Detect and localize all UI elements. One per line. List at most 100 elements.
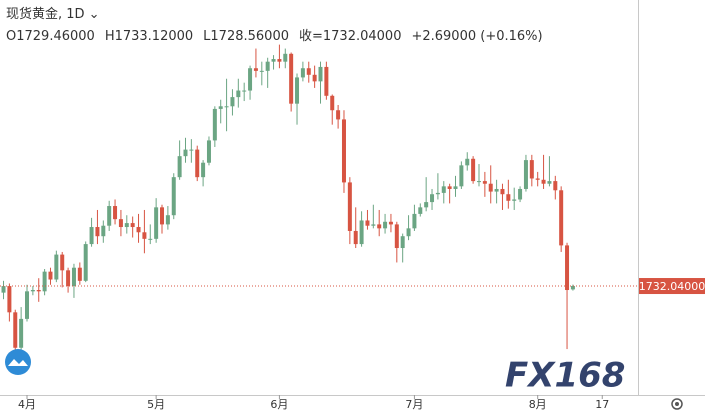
- candle-body: [101, 225, 106, 237]
- x-tick-label: 8月: [529, 398, 547, 411]
- candle-body: [465, 158, 470, 166]
- candle-body: [406, 228, 411, 237]
- candle-body: [236, 90, 241, 98]
- legend-value: O1729.46000: [6, 29, 95, 44]
- candle-body: [347, 182, 352, 231]
- x-tick-label: 4月: [18, 398, 36, 411]
- candle-body: [183, 149, 188, 157]
- candle-body: [271, 59, 276, 62]
- x-tick-label: 7月: [405, 398, 423, 411]
- settings-icon[interactable]: [671, 398, 683, 410]
- candle-body: [265, 61, 270, 71]
- candle-body: [230, 97, 235, 107]
- candle-body: [136, 227, 141, 233]
- candle-body: [529, 160, 534, 179]
- candle-body: [60, 254, 65, 271]
- candle-body: [130, 223, 135, 228]
- candle-body: [77, 267, 82, 281]
- candle-body: [48, 271, 53, 280]
- candle-body: [66, 270, 71, 287]
- candle-body: [353, 230, 358, 245]
- candle-body: [25, 291, 29, 319]
- candle-body: [336, 110, 341, 120]
- candle-body: [277, 59, 282, 62]
- candle-body: [447, 186, 452, 189]
- candle-body: [154, 207, 159, 239]
- legend-value: L1728.56000: [203, 29, 289, 44]
- candle-body: [95, 227, 100, 237]
- candle-body: [512, 199, 517, 201]
- candle-body: [171, 177, 176, 216]
- candle-body: [559, 190, 564, 246]
- candle-body: [471, 158, 476, 182]
- candle-body: [518, 188, 523, 200]
- candle-body: [42, 271, 47, 292]
- candle-body: [500, 188, 505, 195]
- candle-body: [306, 68, 311, 75]
- x-tick-label: 5月: [147, 398, 165, 411]
- candle-body: [488, 183, 493, 192]
- candle-body: [253, 68, 258, 71]
- candle-body: [341, 119, 346, 183]
- candle-body: [113, 206, 118, 220]
- last-price-label: 1732.04000: [639, 280, 705, 293]
- candle-body: [195, 149, 200, 178]
- symbol-title[interactable]: 现货黄金, 1D ⌄: [6, 7, 100, 22]
- candle-body: [201, 162, 206, 178]
- candle-body: [318, 66, 323, 82]
- title: 现货黄金, 1D: [6, 7, 85, 22]
- candle-body: [148, 238, 153, 240]
- candle-body: [377, 224, 382, 229]
- candle-body: [107, 206, 112, 226]
- candle-body: [206, 140, 211, 163]
- candle-body: [476, 181, 481, 183]
- candle-body: [371, 224, 376, 226]
- candle-body: [424, 202, 429, 208]
- candle-body: [124, 223, 129, 228]
- candle-body: [259, 70, 264, 72]
- candle-body: [295, 77, 300, 104]
- candle-body: [189, 149, 194, 151]
- candle-body: [165, 215, 170, 225]
- candle-body: [218, 106, 223, 109]
- candle-body: [400, 236, 405, 249]
- candle-body: [36, 290, 41, 292]
- candle-body: [383, 221, 388, 229]
- candle-body: [541, 179, 546, 184]
- ohlc-legend: O1729.46000 H1733.12000 L1728.56000 收=1732.…: [6, 26, 553, 48]
- legend-value: +2.69000 (+0.16%): [411, 29, 543, 44]
- candle-body: [212, 108, 217, 141]
- candle-body: [89, 227, 94, 245]
- candle-body: [1, 286, 6, 293]
- candle-body: [359, 220, 364, 245]
- candle-body: [430, 194, 435, 203]
- candle-body: [547, 181, 552, 184]
- candle-body: [242, 90, 247, 92]
- last-price-box: [639, 278, 705, 295]
- plot-area: [1, 44, 575, 359]
- candle-body: [224, 106, 229, 108]
- candle-body: [300, 68, 305, 78]
- candle-body: [494, 188, 499, 192]
- candle-body: [565, 245, 570, 291]
- candle-body: [482, 181, 487, 184]
- candle-body: [506, 194, 511, 201]
- logo-icon[interactable]: [5, 349, 31, 375]
- candle-body: [394, 224, 399, 249]
- candle-body: [412, 213, 417, 229]
- candle-body: [523, 160, 528, 189]
- candle-body: [283, 53, 288, 62]
- candle-body: [13, 312, 18, 348]
- candle-body: [312, 74, 317, 82]
- candle-body: [177, 156, 182, 178]
- candle-body: [54, 254, 59, 280]
- candle-body: [365, 220, 370, 226]
- legend-value: H1733.12000: [104, 29, 194, 44]
- candle-body: [330, 95, 335, 111]
- candle-body: [441, 186, 446, 193]
- watermark: FX168: [505, 356, 625, 396]
- candle-body: [388, 221, 393, 225]
- candle-body: [435, 192, 440, 195]
